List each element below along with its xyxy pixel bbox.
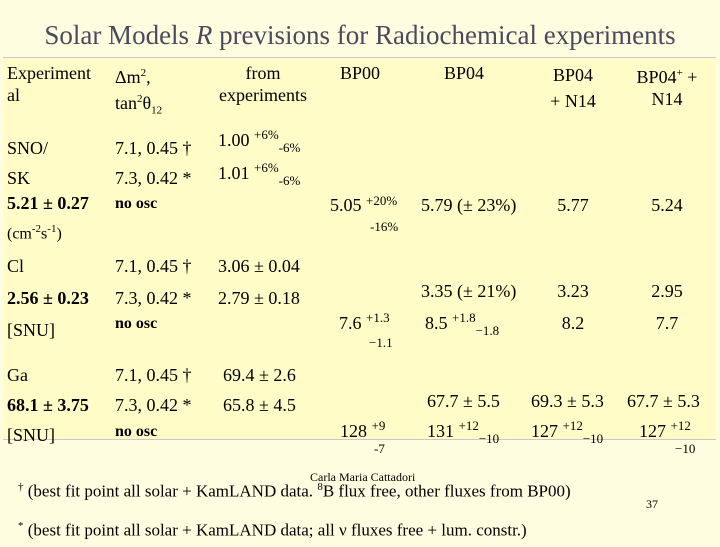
sno-bp00: 5.05 +20% (330, 193, 398, 215)
header-bp04plus-n14: BP04+ + N14 (636, 67, 698, 109)
sno-bp04plus-n14: 5.24 (651, 195, 683, 215)
sno-from-exp-1: 1.00 +6%-6% (218, 127, 301, 155)
footnote-star: * (best fit point all solar + KamLAND da… (18, 519, 527, 540)
ga-no-osc-bp04-n14: 127 +12−10 (531, 418, 604, 446)
ga-no-osc-bp04: 131 +12−10 (427, 418, 500, 446)
ga-no-osc-bp04plus-n14-lower: −10 (675, 441, 696, 456)
cl-from-exp: 3.06 ± 0.04 2.79 ± 0.18 (218, 256, 300, 308)
cl-no-osc: no osc (115, 315, 158, 332)
cl-no-osc-bp00-lower: −1.1 (369, 335, 393, 350)
ga-bp04plus-n14: 67.7 ± 5.3 (627, 391, 700, 411)
ga-osc-params: 7.1, 0.45 † 7.3, 0.42 * (115, 365, 192, 415)
ga-no-osc: no osc (115, 423, 158, 440)
header-bp00: BP00 (340, 63, 381, 83)
ga-no-osc-bp04plus-n14: 127 +12 (639, 418, 691, 441)
footnotes: † (best fit point all solar + KamLAND da… (18, 470, 571, 547)
cl-bp04: 3.35 (± 21%) (421, 281, 517, 301)
header-bp04: BP04 (444, 63, 485, 83)
slide-title: Solar Models R previsions for Radiochemi… (44, 20, 676, 50)
sno-unit: (cm-2s-1) (7, 223, 62, 243)
ga-no-osc-bp00-lower: -7 (374, 441, 385, 456)
ga-from-exp: 69.4 ± 2.6 65.8 ± 4.5 (223, 365, 296, 415)
cl-no-osc-bp04-n14: 8.2 (561, 313, 585, 333)
results-table: Experiment al Δm2, tan2θ12 from experiments… (3, 57, 716, 456)
header-dm2-tan: Δm2, tan2θ12 (115, 67, 163, 117)
ga-experiment: Ga 68.1 ± 3.75 [SNU] (7, 365, 89, 445)
ga-bp04: 67.7 ± 5.5 (427, 391, 500, 411)
ga-bp04-n14: 69.3 ± 5.3 (531, 391, 604, 411)
author-name: Carla Maria Cattadori (310, 470, 416, 484)
sno-bp04: 5.79 (± 23%) (421, 195, 517, 215)
cl-no-osc-bp04: 8.5 +1.8−1.8 (425, 310, 500, 338)
header-bp04-n14: BP04 + N14 (550, 65, 596, 111)
cl-no-osc-bp04plus-n14: 7.7 (655, 313, 679, 333)
header-experiment: Experiment al (7, 63, 91, 105)
sno-osc-params: 7.1, 0.45 † 7.3, 0.42 * (115, 138, 192, 188)
header-from-experiments: from experiments (219, 63, 307, 105)
sno-measured: 5.21 ± 0.27 (7, 193, 89, 213)
ga-no-osc-bp00: 128 +9 (340, 418, 386, 441)
sno-experiment: SNO/SK (7, 138, 49, 188)
sno-from-exp-2: 1.01 +6%-6% (218, 160, 301, 188)
sno-bp04-n14: 5.77 (557, 195, 589, 215)
cl-bp04plus-n14: 2.95 (651, 281, 683, 301)
cl-osc-params: 7.1, 0.45 † 7.3, 0.42 * (115, 256, 192, 308)
cl-experiment: Cl 2.56 ± 0.23 [SNU] (7, 256, 89, 340)
sno-no-osc: no osc (115, 195, 158, 212)
footnote-dagger: † (best fit point all solar + KamLAND da… (18, 481, 571, 501)
cl-no-osc-bp00: 7.6 +1.3 (339, 310, 390, 333)
cl-bp04-n14: 3.23 (557, 281, 589, 301)
sno-bp00-lower: -16% (370, 219, 399, 234)
title-r: R (195, 20, 213, 50)
page-number: 37 (646, 497, 658, 511)
